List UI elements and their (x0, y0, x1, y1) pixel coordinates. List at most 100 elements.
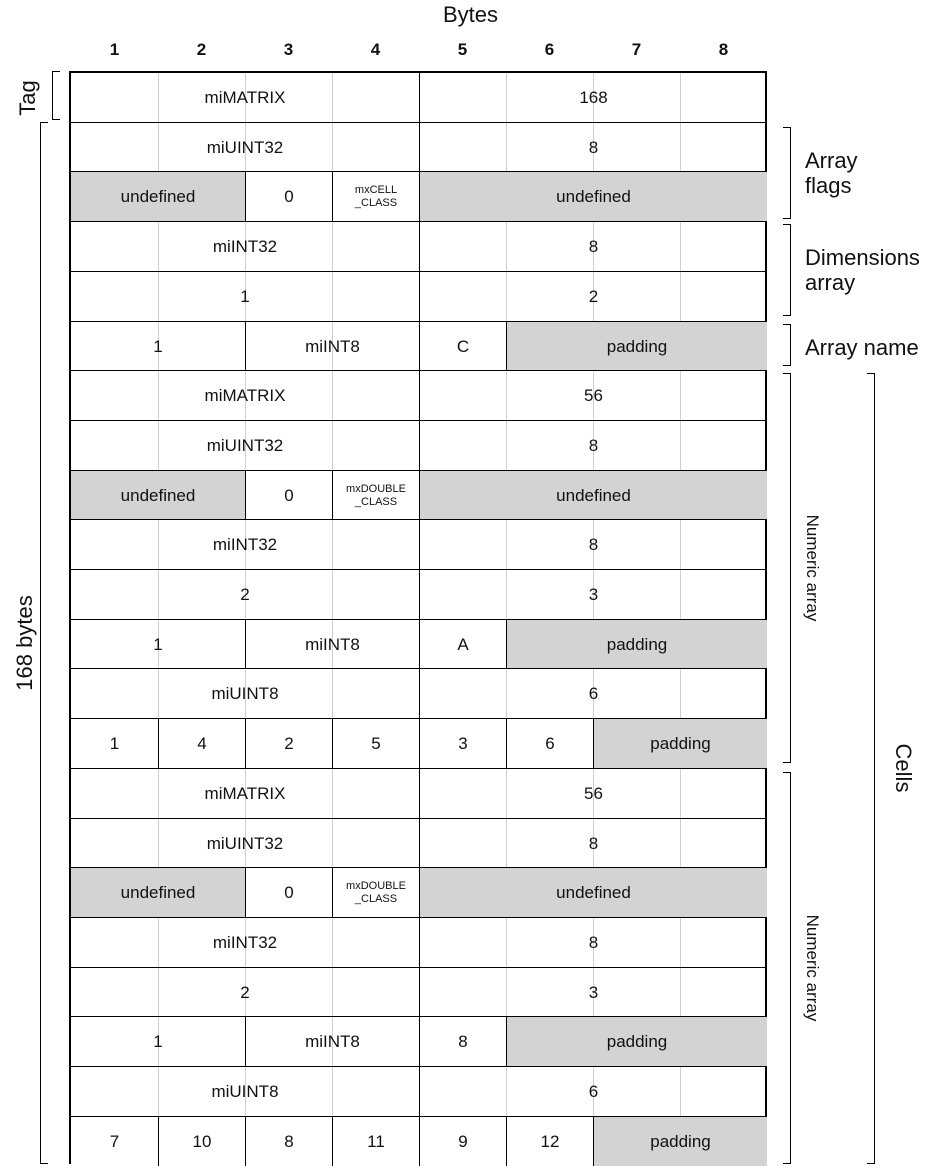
array-name-bracket (783, 324, 791, 366)
numeric-array-1-bracket (783, 373, 791, 763)
byte-cell: 2 (419, 272, 767, 321)
byte-cell: 8 (419, 819, 767, 868)
byte-cell: A (419, 620, 506, 669)
array-flags-label: Array flags (805, 148, 858, 198)
byte-row: miINT32 8 (71, 917, 767, 967)
byte-cell: 8 (419, 918, 767, 967)
byte-cell: 8 (245, 1117, 332, 1166)
padding-cell: undefined (419, 868, 767, 917)
cells-label: Cells (891, 743, 916, 793)
byte-cell: miINT32 (212, 932, 278, 952)
byte-cell: 8 (419, 222, 767, 271)
padding-cell: undefined (71, 172, 245, 221)
byte-cell: miINT8 (245, 620, 419, 669)
total-bytes-label: 168 bytes (12, 595, 37, 691)
dimensions-array-text: Dimensions array (805, 245, 920, 295)
padding-cell: undefined (71, 868, 245, 917)
padding-cell: padding (506, 620, 767, 669)
tag-bracket (52, 71, 60, 120)
byte-row: miMATRIX 56 (71, 768, 767, 818)
byte-gridline (332, 73, 333, 1164)
padding-cell: undefined (419, 471, 767, 520)
byte-cell: miUINT32 (206, 137, 284, 157)
byte-gridline (593, 73, 594, 1164)
byte-cell: miMATRIX (204, 87, 286, 107)
byte-cell: 6 (419, 669, 767, 718)
byte-cell: 0 (245, 471, 332, 520)
array-flags-bracket (783, 127, 791, 219)
byte-cell: mxCELL _CLASS (332, 172, 419, 221)
dimensions-array-label: Dimensions array (805, 245, 920, 295)
byte-row: miUINT32 8 (71, 818, 767, 868)
column-number: 7 (631, 40, 642, 59)
byte-row: miINT32 8 (71, 519, 767, 569)
total-bracket (40, 122, 48, 1164)
byte-cell: miMATRIX (204, 783, 286, 803)
byte-cell: 168 (419, 73, 767, 122)
byte-cell: miUINT32 (206, 435, 284, 455)
byte-row: 1 4 2 5 3 6 padding (71, 718, 767, 768)
byte-cell: 2 (240, 982, 250, 1002)
byte-row: miMATRIX 56 (71, 370, 767, 420)
byte-cell: 1 (153, 634, 163, 654)
byte-cell: 12 (506, 1117, 593, 1166)
byte-cell: 8 (419, 123, 767, 172)
byte-cell: 6 (419, 1067, 767, 1116)
byte-cell: miUINT32 (206, 833, 284, 853)
tag-label: Tag (15, 80, 40, 116)
byte-cell: 4 (158, 719, 245, 768)
column-number: 3 (283, 40, 294, 59)
byte-cell: 3 (419, 570, 767, 619)
padding-cell: padding (593, 1117, 767, 1166)
byte-gridline (245, 73, 246, 1164)
byte-cell: 8 (419, 1017, 506, 1066)
array-name-label: Array name (805, 335, 919, 360)
column-number: 6 (544, 40, 555, 59)
byte-cell: 0 (245, 868, 332, 917)
byte-cell: 8 (419, 520, 767, 569)
padding-cell: undefined (71, 471, 245, 520)
byte-cell: 2 (245, 719, 332, 768)
byte-cell: 56 (419, 769, 767, 818)
byte-cell: 1 (153, 1031, 163, 1051)
byte-cell: 5 (332, 719, 419, 768)
byte-cell: 0 (245, 172, 332, 221)
byte-row: miMATRIX 168 (71, 73, 767, 122)
byte-cell: 1 (153, 336, 163, 356)
column-number: 5 (457, 40, 468, 59)
byte-gridline (158, 73, 159, 1164)
byte-row: 7 10 8 11 9 12 padding (71, 1116, 767, 1166)
padding-cell: padding (506, 322, 767, 371)
byte-row: miUINT8 6 (71, 1066, 767, 1116)
byte-cell: 10 (158, 1117, 245, 1166)
byte-cell: mxDOUBLE _CLASS (332, 471, 419, 520)
byte-cell: 3 (419, 968, 767, 1017)
column-number: 2 (196, 40, 207, 59)
byte-cell: miINT32 (212, 236, 278, 256)
column-number: 1 (109, 40, 120, 59)
byte-cell: miMATRIX (204, 385, 286, 405)
byte-cell: 1 (240, 286, 250, 306)
byte-cell: mxDOUBLE _CLASS (332, 868, 419, 917)
byte-cell: 1 (109, 733, 120, 753)
byte-row: miUINT32 8 (71, 122, 767, 172)
padding-cell: undefined (419, 172, 767, 221)
byte-row: miUINT32 8 (71, 420, 767, 470)
byte-cell: miINT8 (245, 1017, 419, 1066)
byte-row: 1 miINT8 8 padding (71, 1016, 767, 1066)
byte-cell: 2 (240, 584, 250, 604)
column-number: 4 (370, 40, 381, 59)
byte-row: undefined 0 mxDOUBLE _CLASS undefined (71, 867, 767, 917)
numeric-array-2-label: Numeric array (803, 914, 822, 1022)
byte-cell: 6 (506, 719, 593, 768)
matrix-frame (69, 71, 767, 1164)
byte-row: miINT32 8 (71, 221, 767, 271)
array-flags-text: Array flags (805, 148, 858, 198)
dimensions-bracket (783, 224, 791, 316)
byte-cell: 56 (419, 371, 767, 420)
byte-row: undefined 0 mxCELL _CLASS undefined (71, 171, 767, 221)
